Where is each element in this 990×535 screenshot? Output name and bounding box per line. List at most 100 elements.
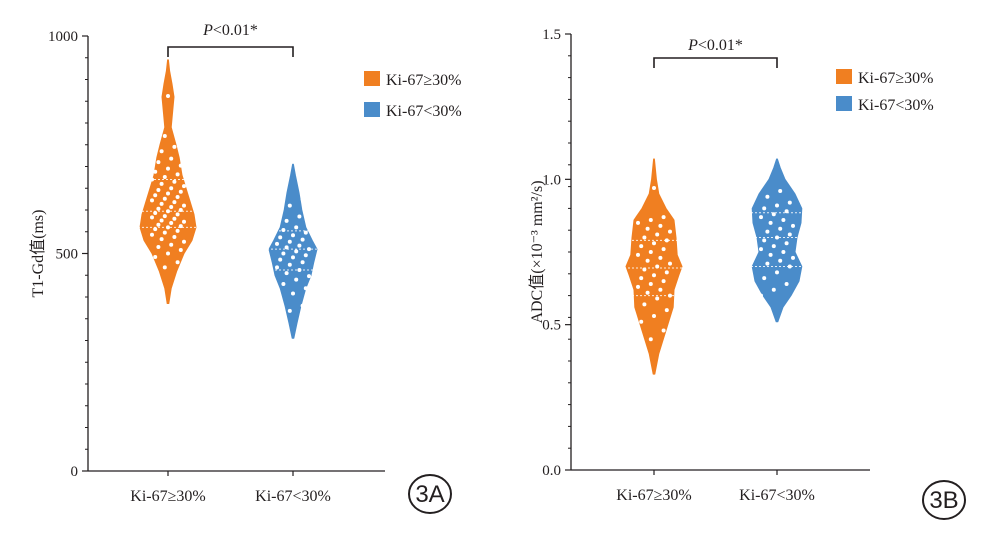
- data-point: [645, 258, 650, 263]
- data-point: [162, 265, 167, 270]
- legend-label-0: Ki-67≥30%: [386, 72, 461, 89]
- data-point: [287, 308, 292, 313]
- data-point: [172, 200, 177, 205]
- data-point: [159, 237, 164, 242]
- data-point: [655, 264, 660, 269]
- data-point: [652, 313, 656, 318]
- data-point: [287, 239, 292, 244]
- data-point: [762, 276, 767, 281]
- data-point: [636, 252, 640, 257]
- data-point: [784, 209, 789, 214]
- y-tick-label: 0.5: [542, 318, 561, 334]
- data-point: [166, 225, 170, 230]
- data-point: [765, 229, 770, 234]
- data-point: [166, 191, 170, 196]
- data-point: [169, 186, 174, 191]
- data-point: [645, 226, 650, 231]
- data-point: [648, 281, 653, 286]
- panel-3b: 0.0 0.5 1.0 1.5 Ki-67≥30% Ki-67<30% ADC值(×10⁻³…: [528, 27, 966, 520]
- data-point: [775, 203, 779, 208]
- data-point: [762, 238, 767, 243]
- data-point: [778, 188, 783, 193]
- data-point: [300, 237, 305, 242]
- data-point: [172, 179, 177, 184]
- data-point: [771, 244, 776, 249]
- data-point: [162, 214, 167, 219]
- data-point: [172, 216, 177, 221]
- data-point: [642, 235, 647, 240]
- data-point: [150, 198, 154, 203]
- y-tick-label: 1000: [48, 29, 78, 45]
- data-point: [275, 265, 279, 270]
- data-point: [297, 243, 302, 248]
- y-tick-label: 500: [56, 247, 79, 263]
- data-point: [159, 149, 164, 154]
- data-point: [281, 251, 286, 256]
- data-point: [175, 260, 180, 265]
- data-point: [284, 245, 289, 250]
- data-point: [175, 212, 180, 217]
- data-point: [648, 337, 653, 342]
- data-point: [153, 227, 158, 232]
- data-point: [182, 239, 186, 244]
- data-point: [775, 270, 779, 275]
- data-point: [639, 244, 644, 249]
- data-point: [156, 222, 161, 227]
- legend-label-1: Ki-67<30%: [386, 103, 462, 120]
- y-tick-label: 1.0: [542, 172, 561, 188]
- data-point: [759, 293, 763, 298]
- data-point: [182, 203, 186, 208]
- data-point: [648, 218, 653, 223]
- data-point: [159, 181, 164, 186]
- data-point: [636, 284, 640, 289]
- data-point: [150, 271, 154, 276]
- data-point: [153, 169, 158, 174]
- data-point: [658, 287, 663, 292]
- data-point: [762, 206, 767, 211]
- data-point: [668, 229, 672, 234]
- data-point: [652, 186, 656, 191]
- data-point: [169, 242, 174, 247]
- data-point: [166, 209, 170, 214]
- data-point: [162, 174, 167, 179]
- data-point: [275, 314, 279, 319]
- data-point: [661, 279, 666, 284]
- data-point: [639, 276, 644, 281]
- data-point: [655, 296, 660, 301]
- data-point: [153, 211, 158, 216]
- panel-label-circle: [922, 480, 966, 520]
- data-point: [655, 232, 660, 237]
- data-point: [175, 125, 180, 130]
- data-point: [182, 219, 186, 224]
- data-point: [178, 189, 183, 194]
- data-point: [162, 134, 167, 139]
- legend-swatch-1: [364, 102, 380, 117]
- data-point: [778, 226, 783, 231]
- data-point: [284, 271, 289, 276]
- data-point: [652, 273, 656, 278]
- data-point: [275, 241, 279, 246]
- data-point: [759, 247, 763, 252]
- data-point: [661, 215, 666, 220]
- data-point: [178, 88, 183, 93]
- panel-label-text: 3A: [415, 481, 444, 508]
- data-point: [303, 253, 308, 258]
- significance-p: P: [202, 22, 213, 39]
- data-point: [300, 303, 305, 308]
- data-point: [303, 286, 308, 291]
- y-tick-label: 1.5: [542, 27, 561, 43]
- data-point: [639, 319, 644, 324]
- data-point: [294, 249, 299, 254]
- data-point: [661, 328, 666, 333]
- data-point: [664, 238, 669, 243]
- data-point: [169, 221, 174, 226]
- data-point: [278, 235, 283, 240]
- data-point: [668, 293, 672, 298]
- data-point: [150, 177, 154, 182]
- data-point: [281, 228, 286, 233]
- data-point: [162, 196, 167, 201]
- data-point: [658, 255, 663, 260]
- data-point: [791, 183, 795, 188]
- data-point: [787, 232, 792, 237]
